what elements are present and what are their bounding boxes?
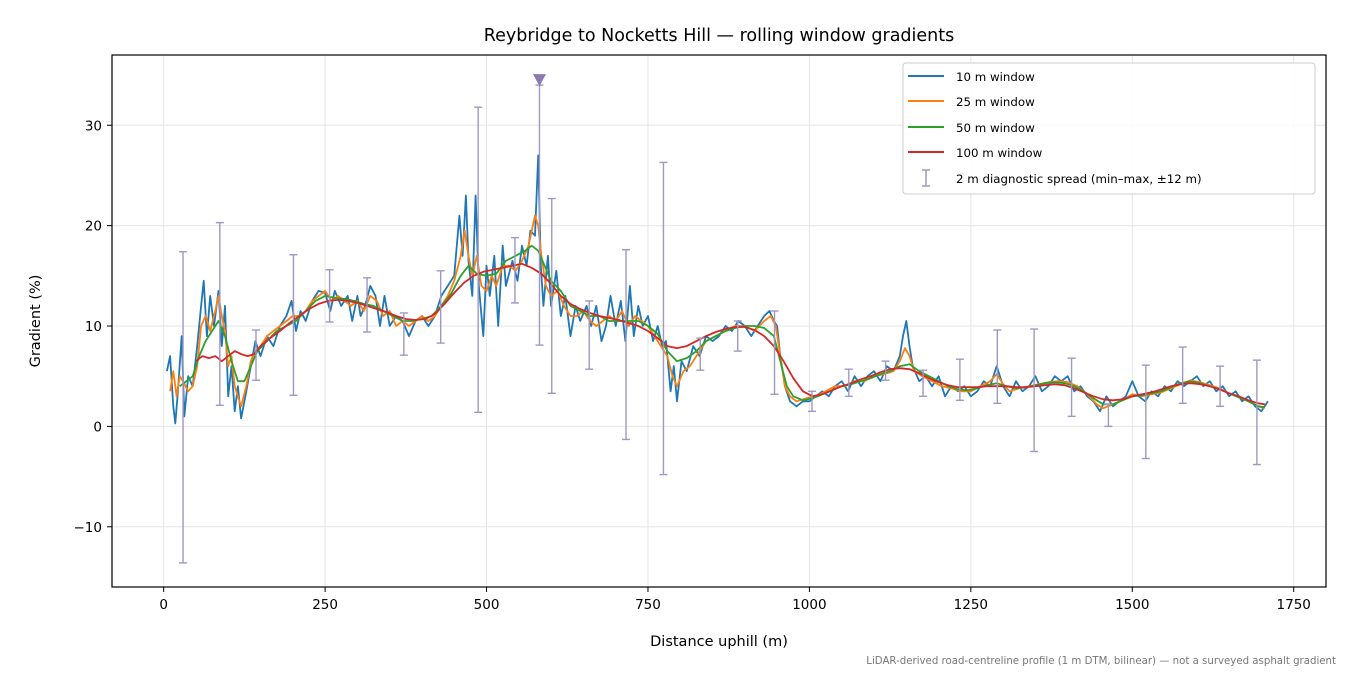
y-axis-label: Gradient (%)	[28, 275, 44, 368]
x-tick-label: 1750	[1277, 597, 1311, 613]
legend-label-100m: 100 m window	[956, 146, 1043, 160]
y-tick-label: 0	[93, 419, 102, 435]
legend-swatch-spread	[922, 169, 930, 187]
legend-label-spread: 2 m diagnostic spread (min–max, ±12 m)	[956, 172, 1202, 186]
plot-frame	[111, 54, 1327, 588]
series-line-1	[169, 214, 1265, 410]
footnote: LiDAR-derived road-centreline profile (1…	[866, 656, 1336, 667]
spread-layer	[179, 84, 1261, 564]
chart-title: Reybridge to Nocketts Hill — rolling win…	[484, 26, 954, 46]
x-tick-label: 1250	[954, 597, 988, 613]
x-tick-label: 750	[635, 597, 661, 613]
y-tick-label: 30	[85, 118, 102, 134]
x-tick-label: 250	[312, 597, 338, 613]
x-tick-label: 1000	[792, 597, 826, 613]
x-tick-label: 0	[159, 597, 168, 613]
x-tick-label: 1500	[1115, 597, 1149, 613]
axis-ticks: 0 250 500 750 1000 1250 1500 1750 −10 0 10 20 30	[74, 118, 1311, 613]
legend-label-50m: 50 m window	[956, 121, 1035, 135]
y-tick-label: 20	[85, 219, 102, 235]
legend-box	[902, 62, 1316, 195]
legend-label-10m: 10 m window	[956, 70, 1035, 84]
x-axis-label: Distance uphill (m)	[650, 634, 788, 650]
marker-layer	[532, 74, 546, 87]
peak-marker	[532, 74, 546, 87]
legend: 10 m window 25 m window 50 m window 100 …	[902, 62, 1316, 195]
x-tick-label: 500	[474, 597, 500, 613]
series-layer	[166, 154, 1269, 425]
y-tick-label: 10	[85, 319, 102, 335]
y-tick-label: −10	[74, 520, 103, 536]
legend-label-25m: 25 m window	[956, 95, 1035, 109]
series-line-2	[179, 244, 1265, 409]
series-line-3	[195, 262, 1265, 406]
